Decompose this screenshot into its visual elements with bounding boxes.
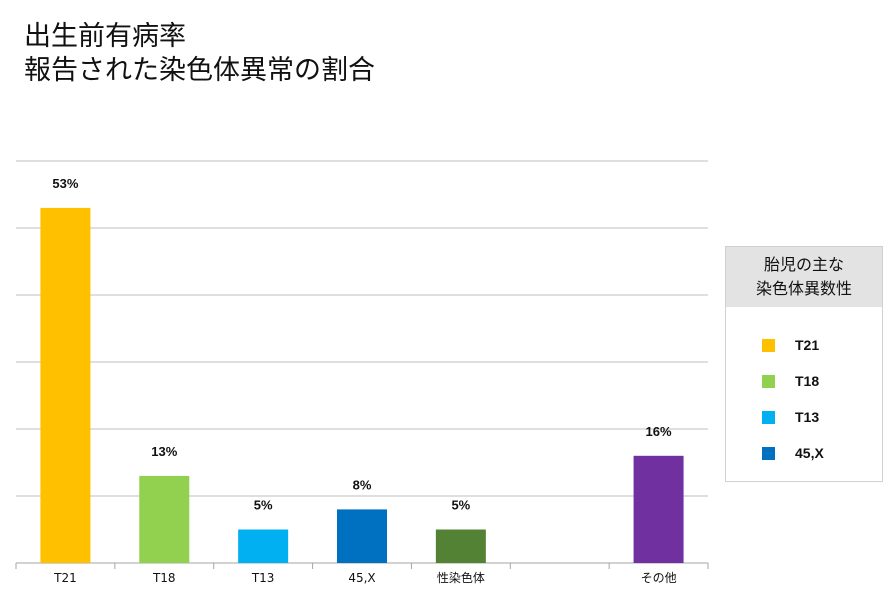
x-tick-label: T13: [251, 571, 275, 585]
legend-item-t13: T13: [726, 399, 882, 435]
legend-item-t21: T21: [726, 327, 882, 363]
chart-title: 出生前有病率 報告された染色体異常の割合: [24, 20, 375, 88]
x-tick-label: 45,X: [348, 571, 375, 585]
x-tick-label: T18: [152, 571, 176, 585]
legend-swatch: [762, 374, 775, 388]
legend-item-45x: 45,X: [726, 435, 882, 471]
legend-swatch: [762, 410, 775, 424]
x-tick-label: 性染色体: [437, 570, 485, 585]
bar: [139, 475, 190, 563]
legend-items: T21 T18 T13 45,X: [726, 307, 882, 471]
data-label: 5%: [254, 498, 273, 513]
legend-title: 胎児の主な 染色体異数性: [726, 247, 882, 307]
data-label: 53%: [52, 176, 78, 191]
legend-title-line2: 染色体異数性: [755, 279, 852, 298]
chart-title-line1: 出生前有病率: [24, 21, 186, 52]
x-tick-label: その他: [641, 571, 677, 585]
legend-swatch: [762, 446, 775, 460]
data-label: 8%: [353, 477, 372, 492]
bar: [238, 529, 289, 563]
data-label: 5%: [451, 498, 470, 513]
data-label: 16%: [646, 424, 672, 439]
x-tick-label: T21: [53, 571, 77, 585]
legend-label: 45,X: [795, 445, 824, 461]
bar: [40, 207, 91, 563]
legend-label: T21: [795, 337, 820, 353]
legend-label: T18: [795, 373, 820, 389]
legend-swatch: [762, 338, 775, 352]
legend: 胎児の主な 染色体異数性 T21 T18 T13 45,X: [725, 246, 883, 482]
bar: [337, 509, 387, 563]
bar: [633, 455, 684, 563]
data-label: 13%: [151, 444, 177, 459]
legend-label: T13: [795, 409, 820, 425]
legend-title-line1: 胎児の主な: [763, 255, 844, 274]
chart-title-line2: 報告された染色体異常の割合: [24, 55, 375, 86]
bar: [435, 529, 486, 563]
legend-item-t18: T18: [726, 363, 882, 399]
